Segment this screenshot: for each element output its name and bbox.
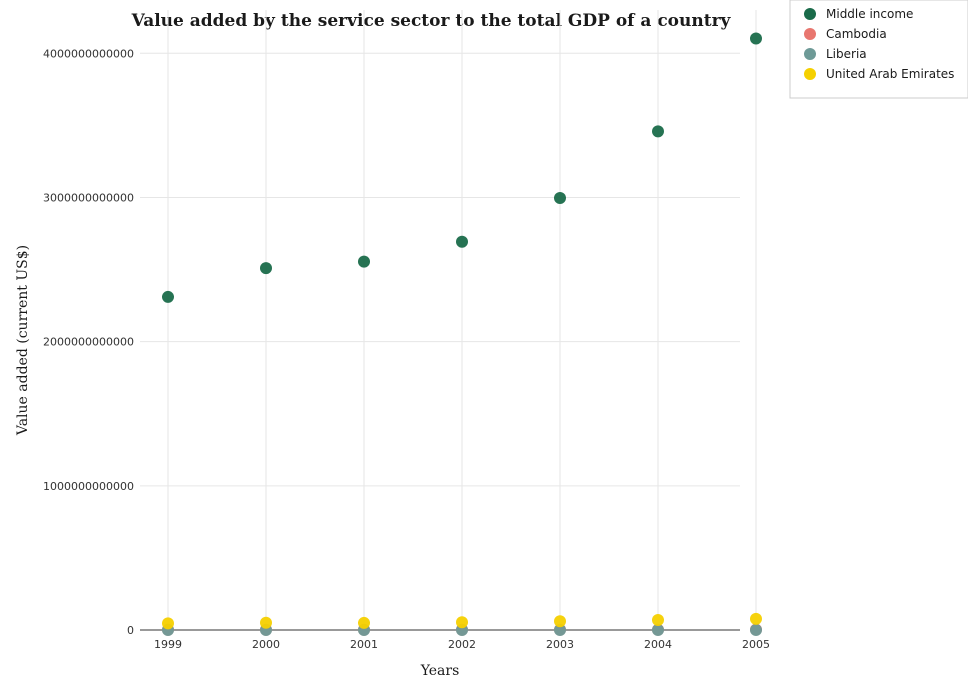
x-tick-label: 2003	[546, 638, 574, 651]
point-united-arab-emirates	[652, 614, 664, 627]
grid	[140, 10, 757, 631]
x-tick-label: 1999	[154, 638, 182, 651]
point-middle-income	[652, 125, 664, 138]
point-middle-income	[750, 32, 762, 45]
legend: Middle income Cambodia Liberia United Arab …	[789, 0, 968, 99]
point-middle-income	[260, 262, 272, 275]
x-axis-label: Years	[420, 663, 460, 679]
point-united-arab-emirates	[358, 616, 370, 629]
point-united-arab-emirates	[162, 617, 174, 630]
y-tick-labels: 0 1000000000000 2000000000000 3000000000000…	[43, 47, 134, 637]
point-middle-income	[456, 235, 468, 248]
point-liberia	[554, 623, 566, 636]
point-united-arab-emirates	[260, 616, 272, 629]
legend-marker	[804, 48, 816, 60]
point-united-arab-emirates	[456, 616, 468, 629]
legend-marker	[804, 8, 816, 20]
x-tick-label: 2000	[252, 638, 280, 651]
legend-box	[789, 0, 968, 99]
point-middle-income	[554, 192, 566, 205]
y-tick-label: 3000000000000	[43, 191, 134, 204]
legend-label: Cambodia	[826, 27, 887, 41]
x-tick-labels: 1999 2000 2001 2002 2003 2004 2005	[154, 638, 770, 651]
legend-label: Middle income	[826, 7, 913, 21]
x-tick-label: 2004	[644, 638, 672, 651]
x-tick-label: 2002	[448, 638, 476, 651]
point-middle-income	[162, 290, 174, 303]
y-axis-label: Value added (current US$)	[15, 245, 31, 436]
point-united-arab-emirates	[554, 615, 566, 628]
point-liberia	[652, 623, 664, 636]
y-tick-label: 1000000000000	[43, 480, 134, 493]
y-tick-label: 0	[127, 624, 134, 637]
legend-label: United Arab Emirates	[826, 67, 954, 81]
chart-title: Value added by the service sector to the…	[131, 11, 732, 31]
point-liberia	[750, 623, 762, 636]
data-points	[162, 32, 762, 636]
y-tick-label: 2000000000000	[43, 336, 134, 349]
point-united-arab-emirates	[750, 612, 762, 625]
x-tick-label: 2005	[742, 638, 770, 651]
legend-marker	[804, 28, 816, 40]
point-middle-income	[358, 255, 370, 268]
y-tick-label: 4000000000000	[43, 47, 134, 60]
legend-marker	[804, 68, 816, 80]
legend-label: Liberia	[826, 47, 867, 61]
x-tick-label: 2001	[350, 638, 378, 651]
